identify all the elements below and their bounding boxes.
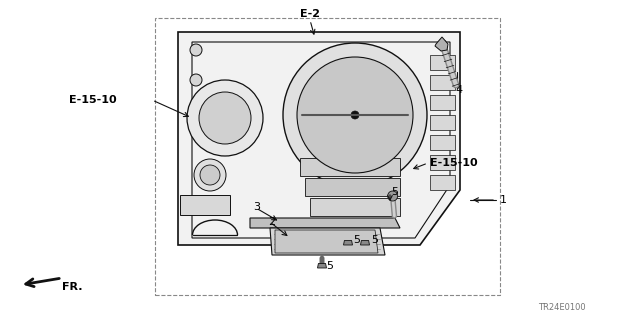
- Polygon shape: [270, 228, 385, 255]
- Text: E-2: E-2: [300, 9, 320, 19]
- Polygon shape: [344, 241, 353, 245]
- Circle shape: [187, 80, 263, 156]
- Polygon shape: [430, 95, 455, 110]
- Polygon shape: [275, 230, 378, 253]
- Text: 2: 2: [268, 217, 275, 227]
- Text: TR24E0100: TR24E0100: [538, 303, 586, 313]
- Text: 4: 4: [456, 85, 463, 95]
- Text: 5: 5: [353, 235, 360, 245]
- Text: 5: 5: [392, 187, 399, 197]
- Bar: [155, 18, 500, 295]
- Polygon shape: [250, 218, 400, 228]
- Polygon shape: [305, 178, 400, 196]
- Polygon shape: [430, 115, 455, 130]
- Circle shape: [190, 74, 202, 86]
- Circle shape: [283, 43, 427, 187]
- Polygon shape: [430, 135, 455, 150]
- Polygon shape: [317, 263, 326, 268]
- Circle shape: [199, 92, 251, 144]
- Circle shape: [297, 57, 413, 173]
- Circle shape: [351, 111, 359, 119]
- Circle shape: [194, 159, 226, 191]
- Polygon shape: [435, 37, 448, 51]
- Text: 1: 1: [500, 195, 507, 205]
- Circle shape: [200, 165, 220, 185]
- Polygon shape: [180, 195, 230, 215]
- Polygon shape: [430, 75, 455, 90]
- Polygon shape: [360, 241, 369, 245]
- Polygon shape: [430, 55, 455, 70]
- Text: 3: 3: [253, 202, 260, 212]
- Circle shape: [388, 191, 397, 201]
- Text: 5: 5: [371, 235, 378, 245]
- Text: E-15-10: E-15-10: [430, 158, 477, 168]
- Text: E-15-10: E-15-10: [69, 95, 117, 105]
- Polygon shape: [300, 158, 400, 176]
- Circle shape: [190, 44, 202, 56]
- Polygon shape: [430, 155, 455, 170]
- Text: 5: 5: [326, 261, 333, 271]
- Polygon shape: [310, 198, 400, 216]
- Polygon shape: [430, 175, 455, 190]
- Text: FR.: FR.: [62, 282, 83, 292]
- Polygon shape: [178, 32, 460, 245]
